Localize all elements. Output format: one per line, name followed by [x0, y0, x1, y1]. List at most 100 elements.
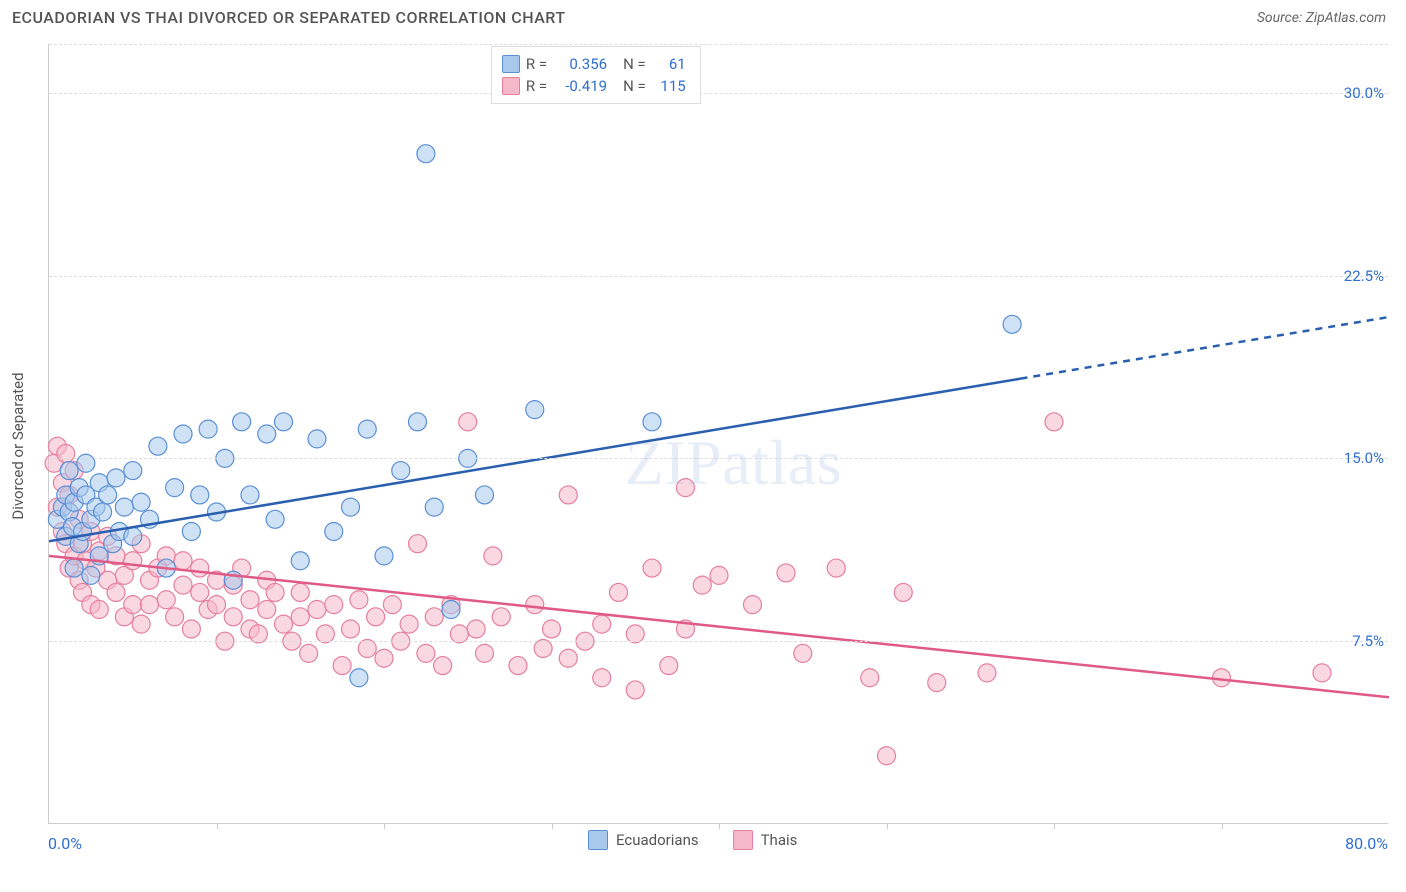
correlation-legend: R =0.356N =61R =-0.419N =115 [491, 46, 701, 104]
x-axis-max-label: 80.0% [1345, 834, 1388, 853]
ecuadorians-point [275, 413, 293, 431]
ecuadorians-point [350, 669, 368, 687]
thais-point [794, 644, 812, 662]
thais-point [777, 564, 795, 582]
thais-point [593, 615, 611, 633]
thais-point [208, 596, 226, 614]
gridline [49, 44, 1388, 45]
legend-row: R =-0.419N =115 [502, 75, 686, 97]
ecuadorians-point [308, 430, 326, 448]
thais-point [928, 674, 946, 692]
ecuadorians-point [99, 486, 117, 504]
legend-n-label: N = [623, 53, 646, 75]
ecuadorians-point [392, 462, 410, 480]
ecuadorians-point [643, 413, 661, 431]
gridline [49, 93, 1388, 94]
ecuadorians-point [266, 510, 284, 528]
ecuadorians-point [82, 566, 100, 584]
gridline [49, 458, 1388, 459]
ecuadorians-point [233, 413, 251, 431]
thais-point [124, 552, 142, 570]
ecuadorians-point [358, 420, 376, 438]
ecuadorians-point [1003, 315, 1021, 333]
thais-point [861, 669, 879, 687]
thais-point [677, 479, 695, 497]
thais-point [367, 608, 385, 626]
source-name: ZipAtlas.com [1306, 10, 1386, 26]
thais-point [492, 608, 510, 626]
legend-swatch-ecuadorians [588, 830, 608, 850]
x-tick [217, 823, 218, 829]
thais-point [593, 669, 611, 687]
legend-r-value: 0.356 [553, 53, 607, 75]
legend-r-label: R = [526, 53, 547, 75]
thais-point [342, 620, 360, 638]
thais-point [132, 615, 150, 633]
thais-point [266, 583, 284, 601]
thais-point [643, 559, 661, 577]
thais-point [157, 591, 175, 609]
ecuadorians-point [166, 479, 184, 497]
legend-row: R = 0.356 N = 61 [502, 53, 686, 75]
ecuadorians-regression-line-dashed [1021, 317, 1390, 379]
thais-point [57, 445, 75, 463]
thais-point [1045, 413, 1063, 431]
ecuadorians-point [325, 523, 343, 541]
thais-point [894, 583, 912, 601]
thais-point [383, 596, 401, 614]
ecuadorians-point [77, 454, 95, 472]
legend-swatch [502, 55, 520, 73]
ecuadorians-point [149, 437, 167, 455]
thais-point [693, 576, 711, 594]
thais-point [1313, 664, 1331, 682]
thais-point [610, 583, 628, 601]
x-tick [552, 823, 553, 829]
thais-point [182, 620, 200, 638]
thais-point [141, 596, 159, 614]
y-tick-label: 22.5% [1344, 267, 1390, 285]
ecuadorians-point [476, 486, 494, 504]
ecuadorians-point [199, 420, 217, 438]
legend-swatch [502, 77, 520, 95]
thais-point [308, 601, 326, 619]
ecuadorians-point [417, 145, 435, 163]
ecuadorians-point [115, 498, 133, 516]
legend-n-value: 115 [652, 75, 686, 97]
ecuadorians-point [526, 401, 544, 419]
thais-point [191, 559, 209, 577]
ecuadorians-point [258, 425, 276, 443]
ecuadorians-point [291, 552, 309, 570]
y-tick-label: 30.0% [1344, 84, 1390, 102]
thais-point [450, 625, 468, 643]
legend-label-ecuadorians: Ecuadorians [616, 831, 699, 849]
x-axis-min-label: 0.0% [48, 834, 82, 853]
thais-point [710, 566, 728, 584]
thais-point [459, 413, 477, 431]
thais-point [425, 608, 443, 626]
thais-point [626, 625, 644, 643]
ecuadorians-point [107, 469, 125, 487]
thais-point [534, 640, 552, 658]
legend-n-value: 61 [652, 53, 686, 75]
thais-point [325, 596, 343, 614]
thais-point [509, 657, 527, 675]
thais-point [467, 620, 485, 638]
thais-point [827, 559, 845, 577]
thais-point [241, 591, 259, 609]
thais-point [978, 664, 996, 682]
ecuadorians-point [342, 498, 360, 516]
thais-point [559, 486, 577, 504]
thais-point [375, 649, 393, 667]
x-tick [1054, 823, 1055, 829]
thais-point [174, 552, 192, 570]
ecuadorians-point [124, 527, 142, 545]
legend-n-label: N = [623, 75, 646, 97]
thais-point [744, 596, 762, 614]
thais-point [258, 601, 276, 619]
ecuadorians-point [442, 601, 460, 619]
thais-point [191, 583, 209, 601]
y-tick-label: 7.5% [1352, 632, 1390, 650]
ecuadorians-point [425, 498, 443, 516]
x-tick [719, 823, 720, 829]
thais-point [107, 583, 125, 601]
